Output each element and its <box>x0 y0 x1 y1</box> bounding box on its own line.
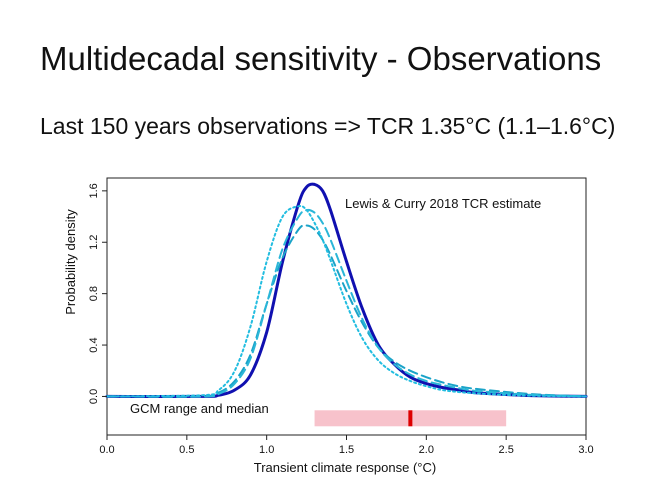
x-tick-label: 2.5 <box>499 444 514 456</box>
y-tick-label: 0.0 <box>88 389 100 404</box>
chart-annotation: Lewis & Curry 2018 TCR estimate <box>345 196 541 211</box>
x-tick-label: 0.5 <box>179 444 194 456</box>
slide-subtitle: Last 150 years observations => TCR 1.35°… <box>40 113 616 139</box>
x-tick-label: 0.0 <box>99 444 114 456</box>
y-tick-label: 0.4 <box>88 337 100 352</box>
y-tick-label: 1.2 <box>88 235 100 250</box>
gcm-range-label: GCM range and median <box>130 401 269 416</box>
x-axis-label: Transient climate response (°C) <box>254 460 436 475</box>
x-tick-label: 2.0 <box>419 444 434 456</box>
y-tick-label: 0.8 <box>88 286 100 301</box>
series-group <box>105 182 588 399</box>
series-line-4 <box>106 205 587 398</box>
x-tick-label: 3.0 <box>578 444 593 456</box>
ticks-group: 0.0 0.5 1.0 1.5 2.0 2.5 3.0 0.0 0.4 0.8 1.2 1.6 <box>88 183 594 456</box>
x-tick-label: 1.5 <box>339 444 354 456</box>
gcm-range-group <box>314 410 507 427</box>
slide-title: Multidecadal sensitivity - Observations <box>40 40 602 77</box>
series-line-2 <box>106 224 587 398</box>
y-tick-label: 1.6 <box>88 183 100 198</box>
series-line-3 <box>106 208 587 398</box>
gcm-median-marker <box>408 410 413 427</box>
x-tick-label: 1.0 <box>259 444 274 456</box>
y-axis-label: Probability density <box>63 209 78 315</box>
series-line-1 <box>105 182 588 399</box>
